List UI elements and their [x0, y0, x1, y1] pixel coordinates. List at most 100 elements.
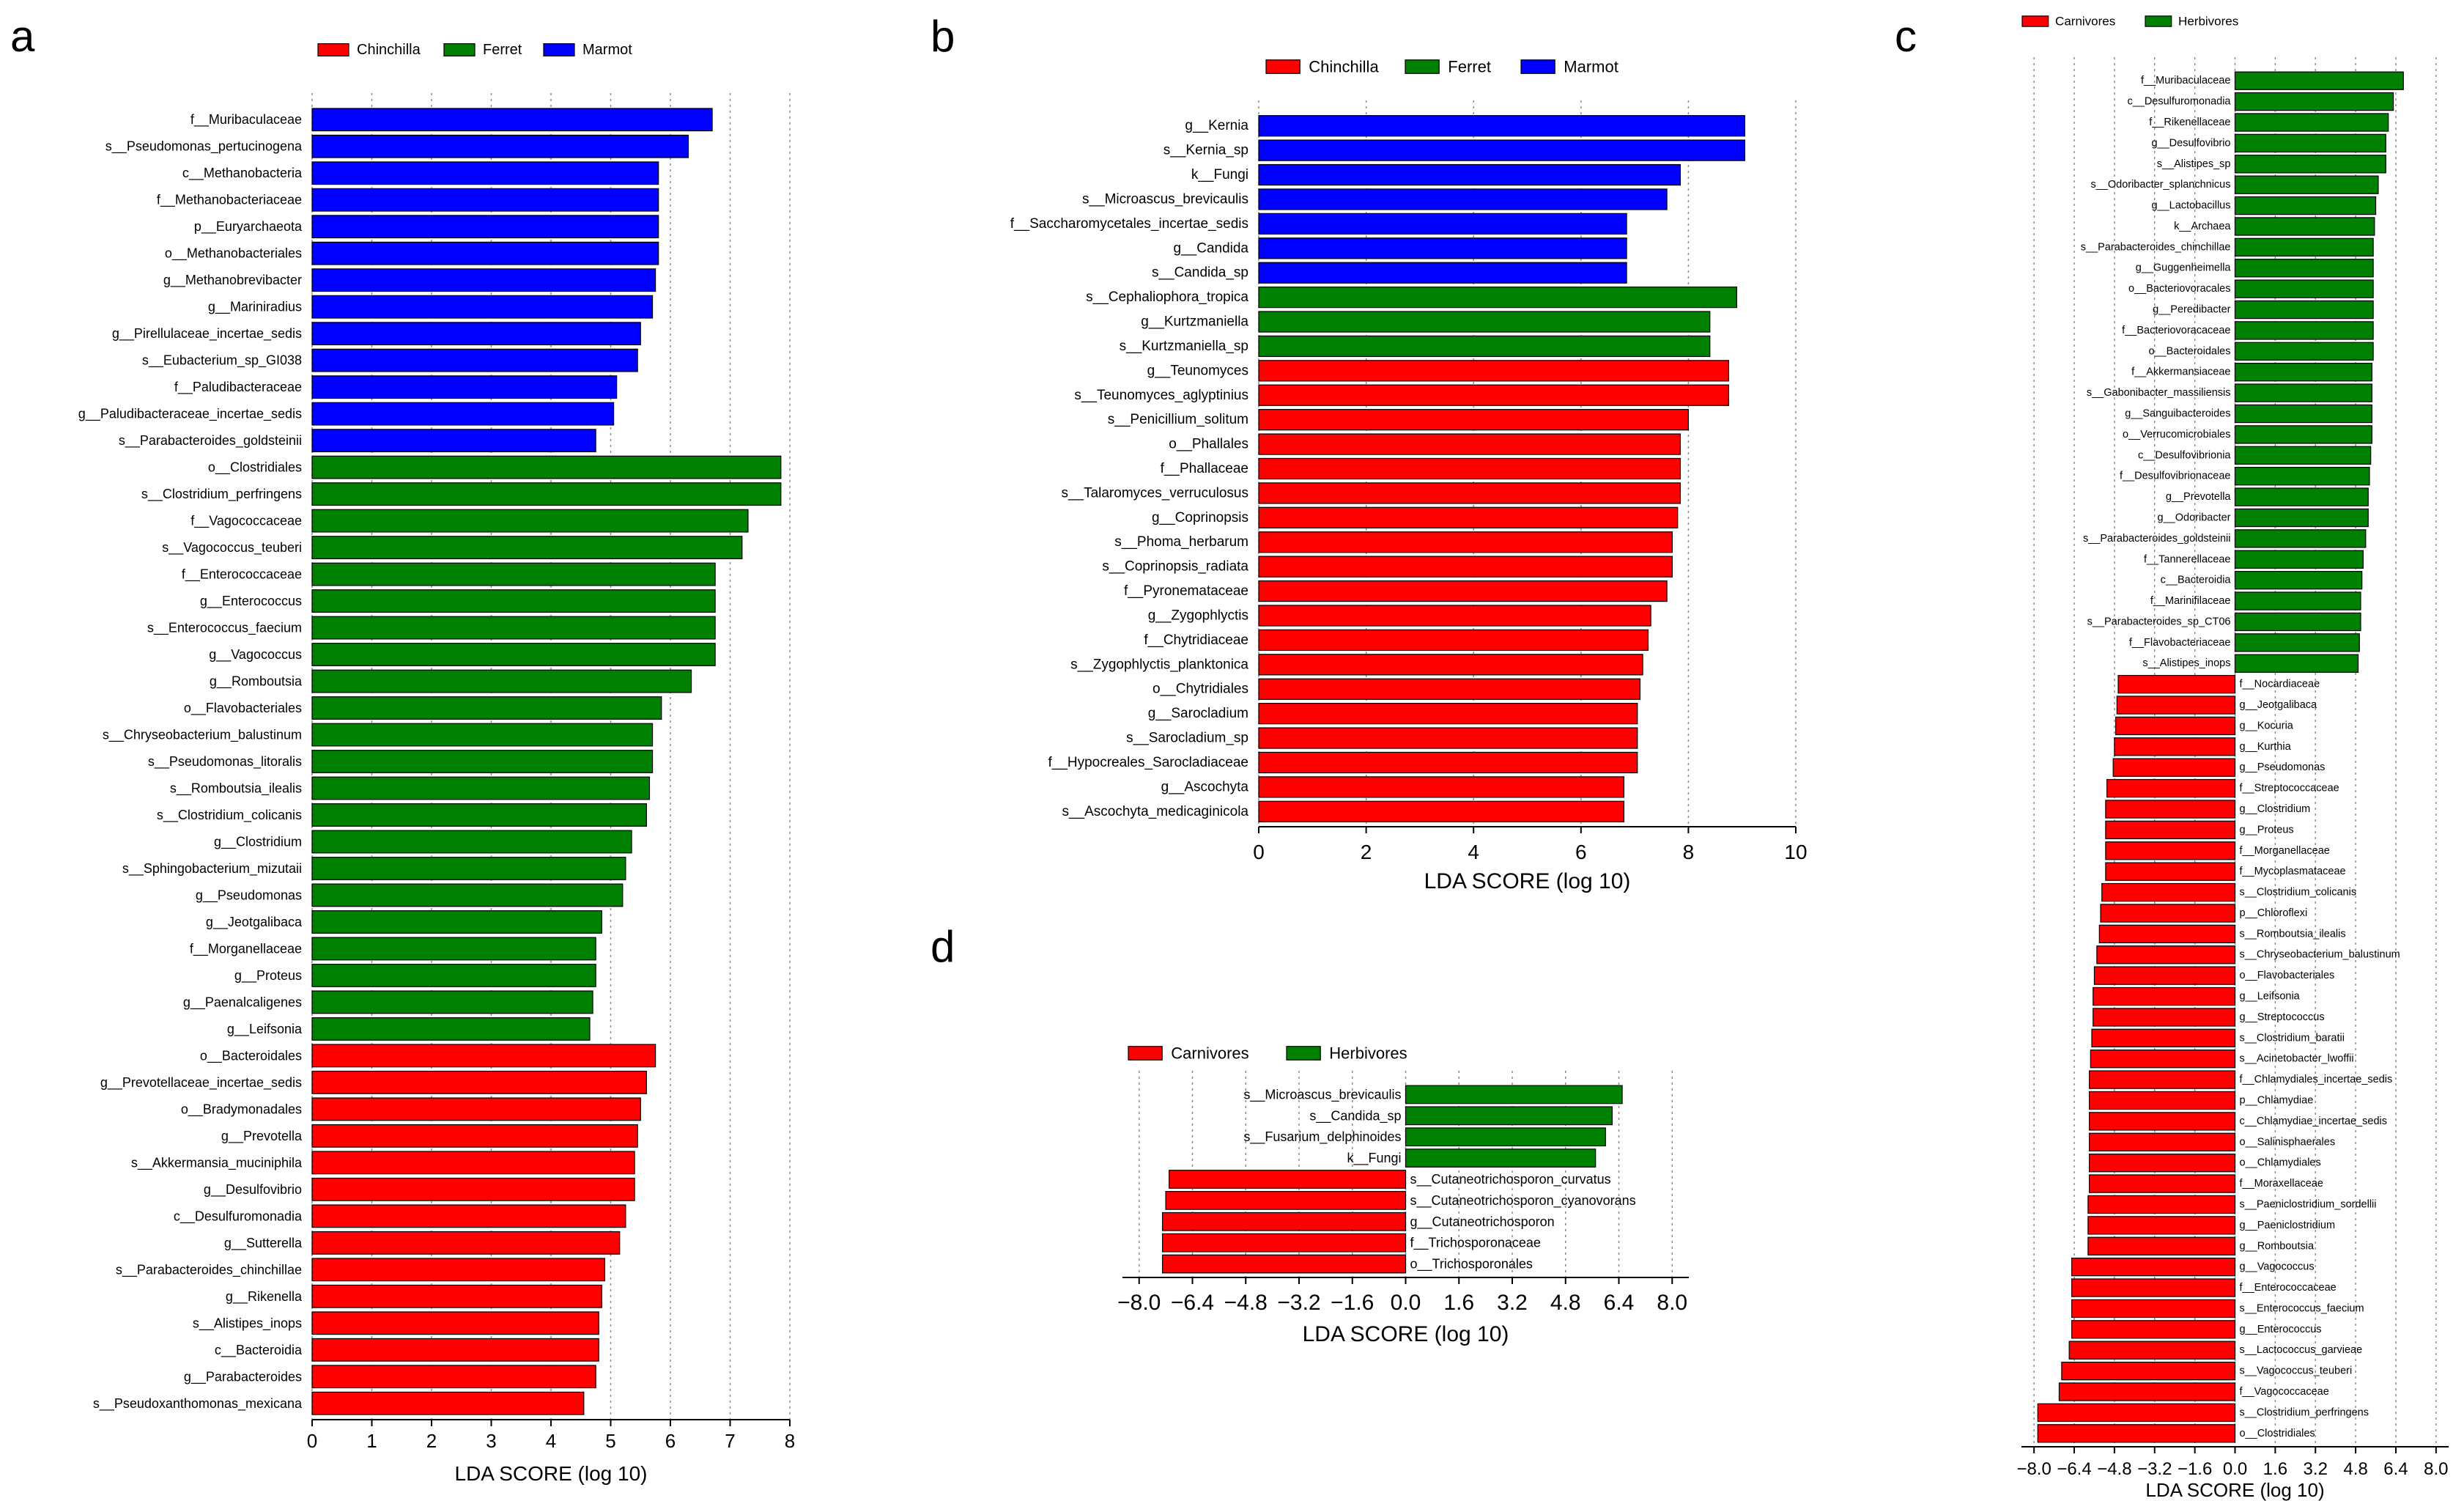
c-bar	[2114, 737, 2236, 756]
c-category-label: g__Romboutsia	[2240, 1240, 2315, 1252]
b-category-label: s__Kernia_sp	[1163, 143, 1248, 158]
panel-a-chart: f__Muribaculaceae s__Pseudomonas_pertucin…	[78, 42, 795, 1485]
b-category-label: g__Kurtzmaniella	[1141, 314, 1248, 330]
c-bar	[2088, 1091, 2236, 1110]
a-category-label: p__Euryarchaeota	[194, 219, 303, 235]
a-bar	[311, 910, 602, 934]
b-bar	[1258, 605, 1651, 627]
a-bar	[311, 857, 626, 880]
a-category-label: g__Sutterella	[224, 1236, 303, 1251]
d-x-tick-label: −4.8	[1224, 1291, 1268, 1315]
a-category-label: s__Vagococcus_teuberi	[162, 540, 302, 556]
a-bar	[311, 241, 659, 265]
c-bar	[2091, 1028, 2236, 1047]
c-bar	[2105, 862, 2236, 881]
d-bar	[1169, 1170, 1407, 1189]
c-bar	[2037, 1424, 2236, 1443]
a-bar	[311, 295, 654, 319]
a-category-label: s__Pseudomonas_pertucinogena	[106, 139, 303, 155]
b-bar	[1258, 800, 1625, 822]
c-bar	[2088, 1112, 2236, 1131]
a-category-label: o__Bradymonadales	[181, 1102, 302, 1117]
c-category-label: g__Prevotella	[2166, 491, 2232, 503]
a-legend-swatch-marmot	[543, 43, 575, 56]
c-bar	[2087, 1216, 2236, 1235]
a-category-label: s__Sphingobacterium_mizutaii	[122, 861, 302, 877]
a-bar	[311, 776, 651, 800]
c-category-label: s__Chryseobacterium_balustinum	[2240, 949, 2400, 961]
c-legend-label-carnivores: Carnivores	[2055, 15, 2115, 29]
a-category-label: g__Pirellulaceae_incertae_sedis	[112, 326, 302, 342]
c-x-tick-label: 4.8	[2343, 1459, 2367, 1479]
a-category-label: g__Clostridium	[214, 834, 302, 849]
c-bar	[2071, 1320, 2236, 1339]
a-category-label: f__Paludibacteraceae	[174, 380, 302, 395]
b-category-label: g__Ascochyta	[1161, 779, 1249, 794]
a-category-label: s__Romboutsia_ilealis	[170, 781, 302, 796]
b-category-label: f__Pyronemataceae	[1124, 583, 1248, 599]
a-bar	[311, 108, 713, 132]
b-bar	[1258, 163, 1681, 186]
b-bar	[1258, 384, 1729, 406]
a-category-label: f__Methanobacteriaceae	[157, 193, 302, 208]
c-x-tick-label: −3.2	[2137, 1459, 2172, 1479]
a-bar	[311, 937, 596, 961]
b-category-label: g__Kernia	[1185, 118, 1248, 133]
b-bar	[1258, 213, 1627, 235]
b-bar	[1258, 433, 1681, 455]
c-category-label: f__Streptococcaceae	[2240, 783, 2339, 794]
a-legend-label-ferret: Ferret	[483, 42, 522, 58]
d-bar	[1405, 1148, 1597, 1168]
b-category-label: s__Coprinopsis_radiata	[1102, 559, 1248, 575]
a-bar	[311, 455, 782, 479]
b-category-label: s__Phoma_herbarum	[1114, 534, 1248, 550]
c-category-label: g__Pseudomonas	[2240, 761, 2326, 773]
a-bar	[311, 669, 692, 693]
d-x-tick-label: 1.6	[1443, 1291, 1474, 1315]
b-bar	[1258, 531, 1673, 553]
a-bar	[311, 215, 659, 239]
b-bar	[1258, 286, 1737, 309]
b-category-label: f__Hypocreales_Sarocladiaceae	[1048, 755, 1248, 770]
c-bar	[2100, 904, 2236, 923]
a-x-tick-label: 5	[605, 1430, 615, 1452]
c-category-label: g__Clostridium	[2240, 803, 2311, 815]
b-bar	[1258, 188, 1668, 210]
b-bar	[1258, 139, 1745, 161]
c-bar	[2096, 945, 2236, 965]
a-legend-label-marmot: Marmot	[582, 42, 632, 58]
a-category-label: g__Rikenella	[226, 1289, 303, 1305]
d-x-tick-label: −8.0	[1117, 1291, 1161, 1315]
c-category-label: c__Desulfovibrionia	[2138, 449, 2231, 461]
c-x-tick-label: −6.4	[2057, 1459, 2091, 1479]
c-category-label: s__Gabonibacter_massiliensis	[2087, 387, 2231, 399]
c-bar	[2234, 591, 2361, 611]
c-bar	[2234, 279, 2374, 298]
c-category-label: s__Clostridium_perfringens	[2240, 1406, 2369, 1418]
panel-c-chart: f__Muribaculaceae c__Desulfuromonadia f__R…	[2016, 15, 2449, 1501]
a-bar	[311, 482, 782, 506]
a-category-label: c__Methanobacteria	[182, 166, 303, 181]
c-bar	[2234, 529, 2367, 548]
c-category-label: f__Vagococcaceae	[2240, 1386, 2329, 1398]
c-legend-swatch-herbivores	[2145, 15, 2172, 27]
a-bar	[311, 1338, 599, 1362]
c-category-label: s__Clostridium_colicanis	[2240, 887, 2357, 899]
a-bar	[311, 589, 716, 613]
c-category-label: s__Enterococcus_faecium	[2240, 1302, 2364, 1314]
d-bar	[1161, 1212, 1407, 1231]
c-x-axis-label: LDA SCORE (log 10)	[2145, 1479, 2324, 1501]
panel-letter-c: c	[1895, 12, 1917, 61]
a-category-label: g__Jeotgalibaca	[206, 915, 303, 930]
a-bar	[311, 322, 641, 346]
c-category-label: s__Alistipes_sp	[2157, 158, 2231, 170]
d-x-tick-label: 8.0	[1657, 1291, 1687, 1315]
a-bar	[311, 963, 596, 987]
a-bar	[311, 1231, 621, 1255]
c-category-label: s__Parabacteroides_goldsteinii	[2083, 533, 2231, 545]
b-legend-swatch-chinchilla	[1265, 59, 1301, 74]
c-category-label: p__Chlamydiae	[2240, 1095, 2314, 1107]
b-bar	[1258, 262, 1627, 284]
a-category-label: s__Enterococcus_faecium	[147, 621, 302, 636]
c-bar	[2234, 217, 2375, 236]
